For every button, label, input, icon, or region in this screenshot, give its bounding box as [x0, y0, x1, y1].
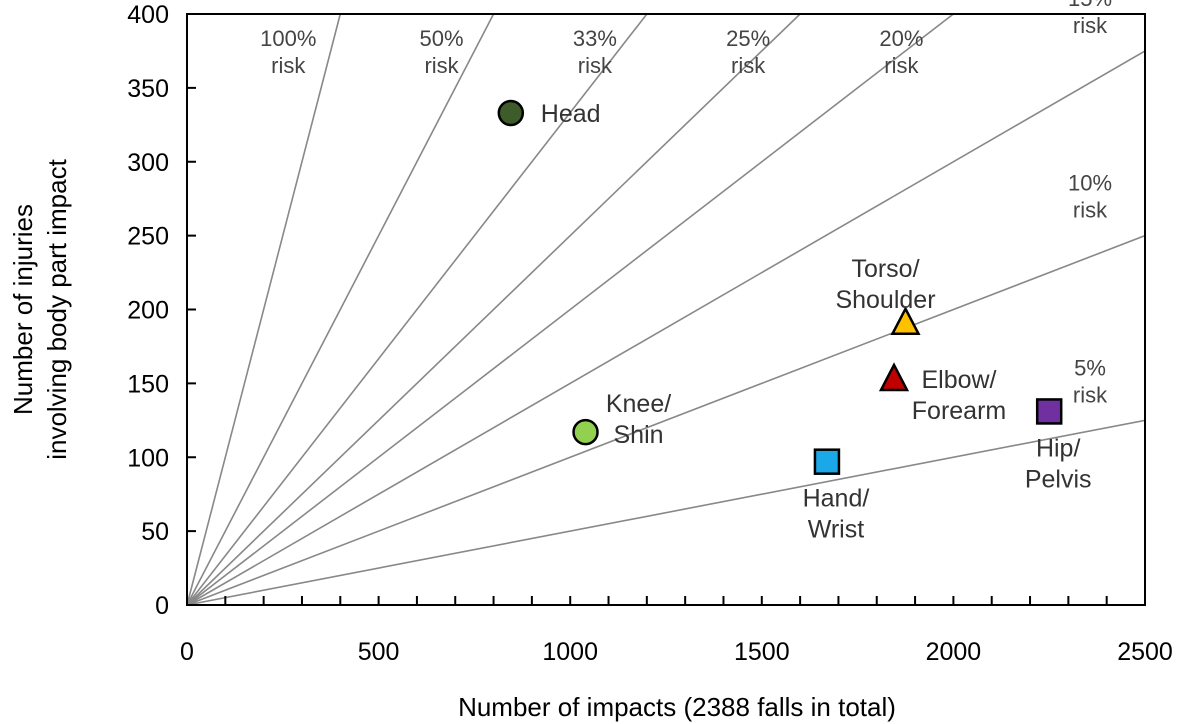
risk-label-5: 20% risk [879, 26, 923, 78]
x-axis-title: Number of impacts (2388 falls in total) [458, 692, 896, 722]
point-hip-pelvis [1035, 398, 1063, 425]
risk-label-word: risk [578, 53, 613, 78]
point-label-line1: Head [541, 100, 601, 128]
risk-label-4: 25% risk [726, 26, 770, 78]
point-label-line1: Elbow/ [921, 366, 996, 394]
data-points-layer: Head Knee/Shin Hand/Wrist Torso/Shoulder Elb… [497, 99, 1092, 544]
risk-line-7 [186, 234, 1146, 606]
point-label-torso-shoulder: Torso/Shoulder [835, 255, 935, 314]
risk-label-6: 15% risk [1068, 0, 1112, 38]
point-label-line2: Shin [614, 421, 664, 449]
point-label-line1: Torso/ [851, 255, 919, 283]
risk-label-2: 50% risk [420, 26, 464, 78]
point-label-line2: Shoulder [835, 286, 935, 314]
y-tick-label-100: 100 [127, 444, 169, 472]
risk-label-pct: 25% [726, 26, 770, 51]
y-tick-label-350: 350 [127, 75, 169, 103]
x-tick-label-500: 500 [358, 638, 400, 666]
y-tick-label-250: 250 [127, 223, 169, 251]
y-tick-label-300: 300 [127, 149, 169, 177]
point-label-knee-shin: Knee/Shin [606, 390, 671, 449]
point-label-line1: Knee/ [606, 390, 671, 418]
risk-labels-layer: 100%risk50%risk33%risk25%risk20%risk15%r… [260, 0, 1112, 407]
point-label-line1: Hip/ [1036, 434, 1081, 462]
risk-label-pct: 50% [420, 26, 464, 51]
point-label-head: Head [541, 100, 601, 128]
risk-label-word: risk [1073, 13, 1108, 38]
point-head [497, 99, 525, 127]
risk-line-4 [186, 13, 801, 606]
risk-label-word: risk [731, 53, 766, 78]
y-tick-label-50: 50 [141, 518, 169, 546]
point-hand-wrist [813, 448, 841, 475]
risk-label-word: risk [271, 53, 306, 78]
y-axis-title-line1: Number of injuries [8, 204, 38, 415]
risk-label-8: 5% risk [1073, 355, 1108, 407]
y-tick-label-400: 400 [127, 1, 169, 29]
risk-label-word: risk [1073, 382, 1108, 407]
point-label-hand-wrist: Hand/Wrist [803, 485, 870, 544]
risk-label-word: risk [884, 53, 919, 78]
point-label-elbow-forearm: Elbow/Forearm [912, 366, 1006, 425]
y-axis-ticks: 0 50 100 150 200 250 300 350 400 [127, 1, 196, 620]
risk-line-2 [186, 13, 495, 606]
plot-frame [186, 13, 1146, 606]
point-knee-shin [572, 418, 599, 446]
risk-lines-layer [186, 13, 1146, 606]
x-tick-label-2000: 2000 [926, 638, 982, 666]
risk-label-1: 100% risk [260, 26, 316, 78]
risk-label-7: 10% risk [1068, 171, 1112, 223]
x-tick-label-0: 0 [180, 638, 194, 666]
point-label-line2: Wrist [808, 516, 865, 544]
x-tick-label-1500: 1500 [734, 638, 790, 666]
risk-line-3 [186, 13, 648, 606]
risk-label-3: 33% risk [573, 26, 617, 78]
x-tick-label-2500: 2500 [1117, 638, 1173, 666]
y-tick-label-0: 0 [155, 592, 169, 620]
y-axis-title: Number of injuries involving body part im… [8, 158, 72, 459]
point-torso-shoulder [890, 306, 921, 336]
risk-line-8 [186, 419, 1146, 606]
risk-label-word: risk [424, 53, 459, 78]
y-tick-label-150: 150 [127, 370, 169, 398]
risk-label-pct: 33% [573, 26, 617, 51]
risk-label-pct: 10% [1068, 171, 1112, 196]
point-label-line1: Hand/ [803, 485, 870, 513]
y-tick-label-200: 200 [127, 297, 169, 325]
point-label-line2: Pelvis [1025, 465, 1092, 493]
risk-line-5 [186, 13, 954, 606]
risk-label-pct: 20% [879, 26, 923, 51]
y-axis-title-line2: involving body part impact [42, 158, 72, 459]
risk-label-pct: 5% [1074, 355, 1106, 380]
risk-label-word: risk [1073, 198, 1108, 223]
risk-line-6 [186, 50, 1146, 606]
point-elbow-forearm [878, 362, 910, 392]
x-axis-ticks: 0 500 1000 1500 2000 2500 [180, 596, 1173, 666]
point-label-line2: Forearm [912, 397, 1006, 425]
point-label-hip-pelvis: Hip/Pelvis [1025, 434, 1092, 493]
risk-label-pct: 15% [1068, 0, 1112, 11]
risk-line-1 [186, 13, 342, 606]
risk-label-pct: 100% [260, 26, 316, 51]
x-tick-label-1000: 1000 [542, 638, 598, 666]
